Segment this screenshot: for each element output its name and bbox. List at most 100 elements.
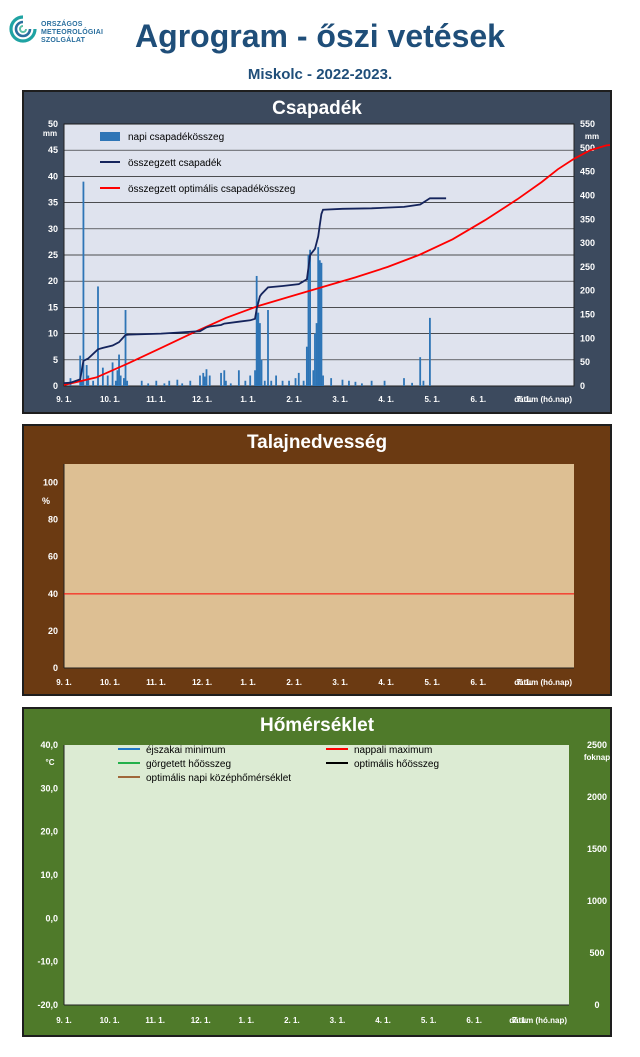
precip-bar: [97, 286, 99, 386]
precip-ytick-left-2: 10: [48, 329, 58, 339]
precip-bar: [189, 380, 192, 386]
precip-bar: [237, 370, 240, 386]
precip-bar: [270, 380, 273, 386]
precip-bar: [87, 375, 90, 386]
legend-daily-precip: napi csapadékösszeg: [128, 132, 224, 143]
precip-bar: [249, 375, 252, 386]
temp-ytick-right-4: 2000: [587, 792, 607, 802]
logo-line-3: SZOLGÁLAT: [41, 37, 86, 44]
precip-bar: [361, 383, 363, 386]
soil-yaxis-label: %: [42, 496, 50, 506]
precip-bar: [126, 380, 129, 386]
precip-xaxis-unit: dátum (hó.nap): [514, 395, 572, 404]
temp-ytick-left-6: 40,0: [40, 740, 58, 750]
precip-bar: [429, 317, 431, 386]
precip-xtick-1: 10. 1.: [100, 395, 120, 404]
precip-bar: [403, 378, 405, 386]
precip-ytick-left-5: 25: [48, 250, 58, 260]
precip-bar: [263, 380, 266, 386]
precip-bar: [257, 312, 260, 386]
logo-line-2: METEOROLÓGIAI: [41, 29, 104, 36]
precip-xtick-5: 2. 1.: [286, 395, 302, 404]
precip-bar: [82, 181, 85, 386]
legend-optimal: összegzett optimális csapadékösszeg: [128, 184, 295, 195]
precip-bar: [317, 247, 320, 386]
temp-legend-entry-0: éjszakai minimum: [146, 745, 225, 756]
temp-xtick-1: 10. 1.: [100, 1016, 120, 1025]
precip-bar: [260, 359, 263, 386]
precip-bar: [307, 255, 310, 386]
soil-ytick-0: 0: [53, 663, 58, 673]
precip-bar: [114, 380, 117, 386]
precip-ytick-right-7: 350: [580, 214, 595, 224]
precipitation-title: Csapadék: [272, 98, 362, 119]
precip-xtick-9: 6. 1.: [470, 395, 486, 404]
precip-bar: [181, 383, 184, 386]
temp-ytick-left-3: 10,0: [40, 870, 58, 880]
precip-bar: [315, 323, 318, 386]
precip-bar: [275, 375, 277, 386]
precip-bar: [354, 381, 357, 386]
temp-xtick-0: 9. 1.: [56, 1016, 72, 1025]
precip-bar: [309, 249, 311, 386]
precip-ytick-right-2: 100: [580, 333, 595, 343]
temp-ytick-right-2: 1000: [587, 896, 607, 906]
soil-xtick-8: 5. 1.: [424, 678, 440, 687]
soil-xtick-4: 1. 1.: [240, 678, 256, 687]
legend-cumulative: összegzett csapadék: [128, 158, 222, 169]
temp-legend-entry-2: görgetett hőösszeg: [146, 759, 231, 770]
precip-ytick-right-8: 400: [580, 190, 595, 200]
precip-ytick-right-1: 50: [580, 357, 590, 367]
soil-xtick-3: 12. 1.: [192, 678, 212, 687]
precip-bar: [305, 346, 308, 386]
precip-xtick-4: 1. 1.: [240, 395, 256, 404]
precip-bar: [147, 383, 150, 386]
temp-xtick-9: 6. 1.: [466, 1016, 482, 1025]
temp-xtick-6: 3. 1.: [330, 1016, 346, 1025]
precip-ytick-right-3: 150: [580, 310, 595, 320]
precip-ytick-right-9: 450: [580, 167, 595, 177]
precip-xtick-3: 12. 1.: [192, 395, 212, 404]
temp-ytick-right-3: 1500: [587, 844, 607, 854]
precip-ytick-right-5: 250: [580, 262, 595, 272]
temp-xtick-2: 11. 1.: [145, 1016, 165, 1025]
temp-ytick-left-5: 30,0: [40, 783, 58, 793]
precip-xtick-6: 3. 1.: [332, 395, 348, 404]
temp-xtick-3: 12. 1.: [191, 1016, 211, 1025]
soil-xtick-10: 7. 1.: [516, 678, 532, 687]
precip-bar: [101, 367, 104, 386]
precip-bar: [281, 380, 284, 386]
soil-xtick-9: 6. 1.: [470, 678, 486, 687]
precip-bar: [79, 355, 82, 386]
precip-xtick-7: 4. 1.: [378, 395, 394, 404]
precip-ytick-right-4: 200: [580, 286, 595, 296]
precip-bar: [220, 372, 222, 386]
precip-bar: [123, 378, 125, 386]
precip-bar: [318, 260, 321, 386]
precip-xtick-10: 7. 1.: [516, 395, 532, 404]
precip-bar: [267, 310, 269, 386]
precip-bar: [106, 375, 109, 386]
precip-bar: [199, 375, 201, 386]
temp-ytick-right-5: 2500: [587, 740, 607, 750]
precip-bar: [244, 380, 247, 386]
precip-bar: [85, 365, 88, 386]
precip-bar: [259, 323, 261, 386]
soil-ytick-4: 80: [48, 515, 58, 525]
soil-xaxis-unit: dátum (hó.nap): [514, 678, 572, 687]
temp-legend-entry-1: nappali maximum: [354, 745, 432, 756]
precip-bar: [422, 380, 425, 386]
precip-bar: [203, 376, 206, 386]
precip-ytick-left-8: 40: [48, 171, 58, 181]
temp-xtick-4: 1. 1.: [239, 1016, 255, 1025]
temp-legend-entry-4: optimális napi középhőmérséklet: [146, 773, 291, 784]
soil-plot-area: [64, 464, 574, 668]
precip-ytick-right-6: 300: [580, 238, 595, 248]
precip-bar: [155, 380, 158, 386]
soil-ytick-1: 20: [48, 626, 58, 636]
precip-bar: [314, 333, 316, 386]
precip-bar: [288, 380, 290, 386]
precip-ytick-left-4: 20: [48, 276, 58, 286]
precip-bar: [116, 370, 119, 386]
omsz-swirl-icon: [9, 15, 37, 43]
